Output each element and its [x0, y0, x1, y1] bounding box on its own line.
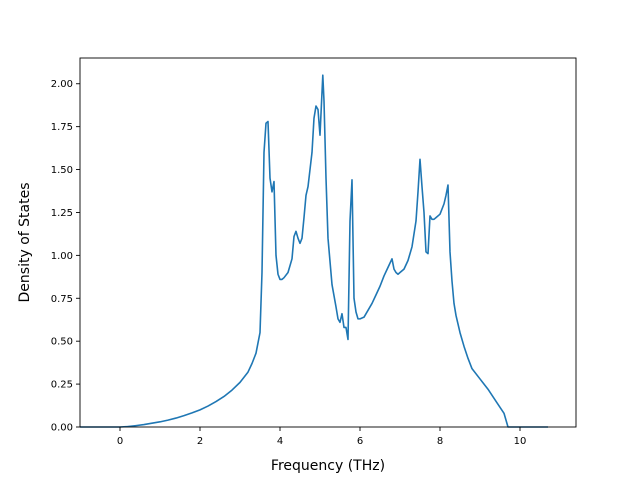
y-tick-label: 0.75	[51, 294, 73, 305]
x-tick-label: 6	[357, 436, 363, 447]
y-tick-label: 1.00	[51, 251, 73, 262]
plot-area	[80, 74, 548, 428]
y-axis-label: Density of States	[17, 183, 33, 303]
x-tick-label: 4	[277, 436, 283, 447]
axes-frame	[79, 57, 577, 428]
x-tick-label: 8	[437, 436, 443, 447]
y-tick-label: 1.25	[51, 208, 73, 219]
y-tick-label: 0.25	[51, 380, 73, 391]
y-tick-label: 1.75	[51, 122, 73, 133]
x-tick-label: 10	[514, 436, 527, 447]
x-tick-label: 0	[117, 436, 123, 447]
dos-series-line	[80, 74, 548, 428]
x-tick-label: 2	[197, 436, 203, 447]
y-axis-ticks: 0.00 0.25 0.50 0.75 1.00 1.25 1.50 1.75 2.00	[51, 79, 80, 434]
x-axis-label: Frequency (THz)	[271, 458, 385, 474]
y-tick-label: 0.50	[51, 337, 73, 348]
x-axis-ticks: 0 2 4 6 8 10	[117, 427, 527, 447]
y-tick-label: 1.50	[51, 165, 73, 176]
y-tick-label: 0.00	[51, 423, 73, 434]
y-tick-label: 2.00	[51, 79, 73, 90]
